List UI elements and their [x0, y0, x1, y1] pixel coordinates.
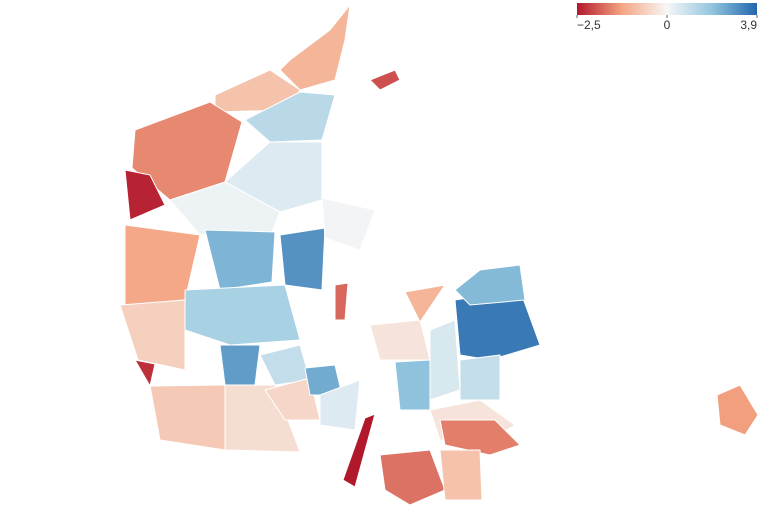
- legend-label: 3,9: [740, 18, 757, 32]
- region: [334, 282, 349, 321]
- region: [369, 69, 401, 91]
- region: [279, 227, 326, 291]
- legend-label: −2,5: [577, 18, 601, 32]
- region: [149, 384, 226, 451]
- region: [279, 4, 351, 91]
- legend-bar: [577, 3, 757, 15]
- region: [259, 344, 311, 386]
- region: [404, 284, 446, 323]
- region: [119, 299, 186, 371]
- region: [204, 229, 276, 291]
- region: [342, 413, 376, 488]
- region: [369, 319, 431, 361]
- region: [134, 359, 156, 387]
- legend: −2,5 0 3,9: [576, 3, 758, 32]
- region: [716, 384, 759, 436]
- region: [394, 359, 431, 411]
- region: [169, 181, 281, 236]
- region: [319, 379, 361, 431]
- region: [429, 319, 461, 401]
- region: [124, 169, 166, 221]
- region: [244, 91, 336, 143]
- region: [184, 284, 301, 346]
- legend-label: 0: [664, 18, 671, 32]
- regions: [119, 4, 759, 506]
- region: [459, 354, 501, 401]
- region: [454, 264, 526, 306]
- region: [321, 197, 376, 251]
- region: [379, 449, 446, 506]
- region: [439, 449, 483, 501]
- region: [439, 419, 521, 456]
- region: [219, 344, 261, 386]
